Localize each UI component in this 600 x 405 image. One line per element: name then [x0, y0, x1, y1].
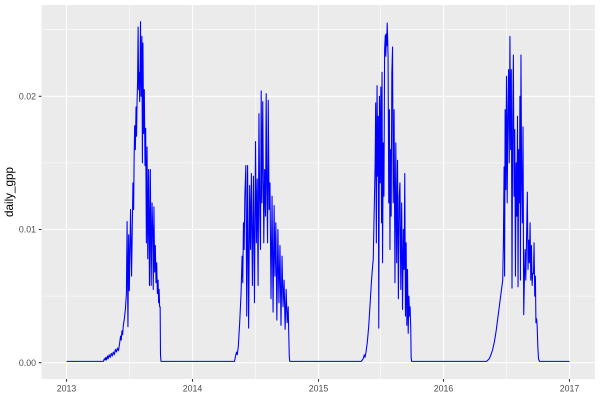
svg-text:2017: 2017 [560, 383, 580, 393]
svg-text:2013: 2013 [57, 383, 77, 393]
svg-text:2014: 2014 [183, 383, 203, 393]
svg-text:0.01: 0.01 [19, 225, 36, 235]
svg-text:2015: 2015 [309, 383, 329, 393]
svg-text:2016: 2016 [434, 383, 454, 393]
svg-text:0.00: 0.00 [19, 358, 36, 368]
svg-text:0.02: 0.02 [19, 91, 36, 101]
svg-text:daily_gpp: daily_gpp [3, 166, 16, 217]
